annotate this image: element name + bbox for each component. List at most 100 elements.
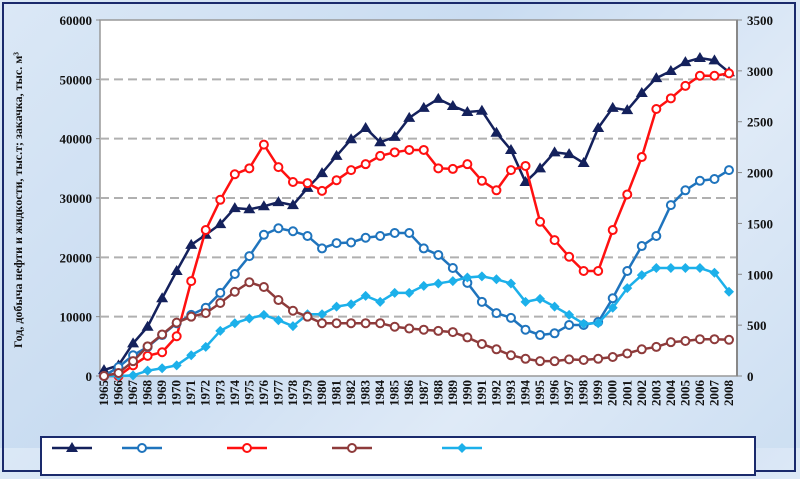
data-point	[171, 360, 182, 371]
data-point	[258, 139, 269, 150]
data-point	[664, 65, 677, 76]
data-point	[520, 324, 531, 335]
data-point	[214, 218, 227, 229]
data-point	[273, 315, 284, 326]
x-tick-label: 1985	[387, 380, 402, 407]
data-point	[680, 335, 691, 346]
x-tick-label: 1996	[547, 380, 562, 407]
data-point	[607, 293, 618, 304]
data-point	[389, 321, 400, 332]
data-point	[170, 264, 183, 275]
data-point	[593, 265, 604, 276]
data-point	[141, 320, 154, 331]
data-point	[593, 353, 604, 364]
x-tick-label: 1980	[314, 380, 329, 406]
data-point	[331, 318, 342, 329]
data-point	[142, 341, 153, 352]
data-point	[330, 149, 343, 160]
data-point	[243, 203, 256, 214]
data-point	[258, 282, 269, 292]
data-point	[665, 200, 676, 211]
data-point	[200, 225, 211, 236]
y2-tick-label: 1000	[747, 267, 773, 282]
data-point	[287, 321, 298, 332]
data-point	[694, 334, 705, 345]
data-point	[622, 265, 633, 276]
data-point	[651, 230, 662, 241]
series-line	[104, 266, 730, 378]
y2-tick-label: 1500	[747, 216, 773, 231]
data-point	[549, 356, 560, 367]
x-tick-label: 1991	[474, 380, 489, 406]
data-point	[520, 353, 531, 364]
data-point	[446, 100, 459, 111]
x-tick-label: 1990	[459, 380, 474, 406]
data-point	[491, 344, 502, 355]
x-tick-label: 1981	[329, 380, 344, 406]
data-point	[680, 263, 691, 274]
x-tick-label: 1977	[270, 380, 285, 407]
data-point	[142, 350, 153, 361]
data-point	[404, 287, 415, 298]
data-point	[418, 144, 429, 155]
data-point	[404, 228, 415, 239]
data-point	[287, 305, 298, 316]
data-point	[622, 348, 633, 359]
data-point	[679, 56, 692, 67]
data-point	[447, 327, 458, 338]
x-tick-label: 2001	[619, 380, 634, 406]
data-point	[200, 308, 211, 319]
data-point	[548, 146, 561, 157]
y2-tick-label: 3500	[747, 13, 773, 28]
x-tick-label: 1975	[241, 380, 256, 407]
x-tick-label: 1993	[503, 380, 518, 407]
y-axis-label: Год, добыча нефти и жидкости, тыс.т; зак…	[11, 52, 25, 348]
data-point	[709, 267, 720, 278]
data-point	[564, 251, 575, 262]
data-point	[665, 337, 676, 348]
data-point	[375, 318, 386, 329]
data-point	[113, 368, 124, 379]
series-line	[104, 72, 730, 378]
data-point	[564, 319, 575, 330]
data-point	[680, 80, 691, 91]
data-point	[636, 152, 647, 163]
data-point	[418, 243, 429, 254]
data-point	[520, 296, 531, 307]
data-point	[636, 344, 647, 355]
data-point	[724, 165, 734, 176]
data-point	[491, 185, 502, 196]
y2-tick-label: 3000	[747, 64, 773, 79]
data-point	[592, 121, 605, 132]
data-point	[272, 196, 285, 207]
data-point	[635, 86, 648, 97]
data-point	[316, 167, 329, 178]
data-point	[490, 126, 503, 137]
x-tick-label: 1976	[256, 380, 271, 407]
x-tick-label: 1974	[227, 380, 242, 407]
data-point	[257, 200, 270, 211]
data-point	[389, 228, 400, 239]
data-point	[346, 318, 357, 329]
x-tick-label: 1995	[532, 380, 547, 407]
data-point	[694, 70, 705, 81]
data-point	[665, 263, 676, 274]
data-point	[99, 371, 109, 381]
data-point	[360, 159, 371, 170]
data-point	[651, 263, 662, 274]
data-point	[171, 317, 182, 328]
data-point	[433, 278, 444, 289]
data-point	[229, 169, 240, 180]
data-point	[651, 341, 662, 352]
x-tick-label: 1979	[299, 380, 314, 407]
x-tick-label: 1987	[416, 380, 431, 407]
data-point	[563, 148, 576, 159]
data-point	[447, 263, 458, 274]
data-point	[360, 232, 371, 243]
series-red-circle	[99, 68, 734, 381]
data-point	[331, 301, 342, 312]
data-point	[346, 299, 357, 310]
data-point	[273, 162, 284, 173]
data-point	[331, 175, 342, 186]
data-point	[389, 287, 400, 298]
